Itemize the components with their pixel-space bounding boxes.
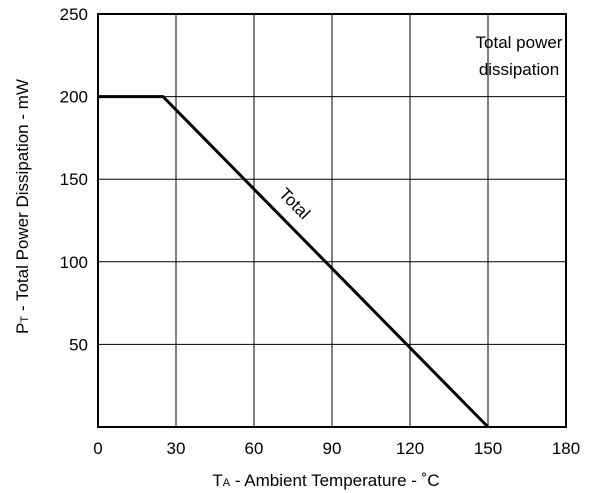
y-axis-label-rest: - Total Power Dissipation - mW	[13, 79, 32, 316]
x-axis-label: TA - Ambient Temperature - ˚C	[212, 471, 439, 490]
x-axis-label-main: T	[212, 471, 222, 490]
x-tick-label-0: 0	[93, 439, 102, 458]
y-tick-label-250: 250	[60, 5, 88, 24]
x-axis-label-sub: A	[223, 477, 231, 489]
y-tick-label-50: 50	[69, 335, 88, 354]
series-line-0	[98, 95, 490, 429]
grid	[98, 14, 566, 427]
y-tick-label-150: 150	[60, 170, 88, 189]
x-axis-label-rest: - Ambient Temperature - ˚C	[230, 471, 439, 490]
annotation-box-line-1: Total power	[476, 33, 563, 52]
tick-labels: 0 30 60 90 120 150 180 50 100 150 200 250	[60, 5, 581, 458]
y-tick-label-100: 100	[60, 253, 88, 272]
y-tick-label-200: 200	[60, 88, 88, 107]
plot-frame	[97, 13, 567, 428]
x-tick-label-30: 30	[167, 439, 186, 458]
x-tick-label-150: 150	[474, 439, 502, 458]
y-axis-label-sub: T	[19, 316, 31, 323]
x-tick-label-120: 120	[396, 439, 424, 458]
y-axis-label-main: P	[13, 323, 32, 334]
series-layer	[98, 95, 490, 429]
x-tick-label-90: 90	[323, 439, 342, 458]
annotation-box-line-2: dissipation	[479, 60, 559, 79]
x-tick-label-60: 60	[245, 439, 264, 458]
x-tick-label-180: 180	[552, 439, 580, 458]
y-axis-label: PT - Total Power Dissipation - mW	[13, 79, 32, 334]
